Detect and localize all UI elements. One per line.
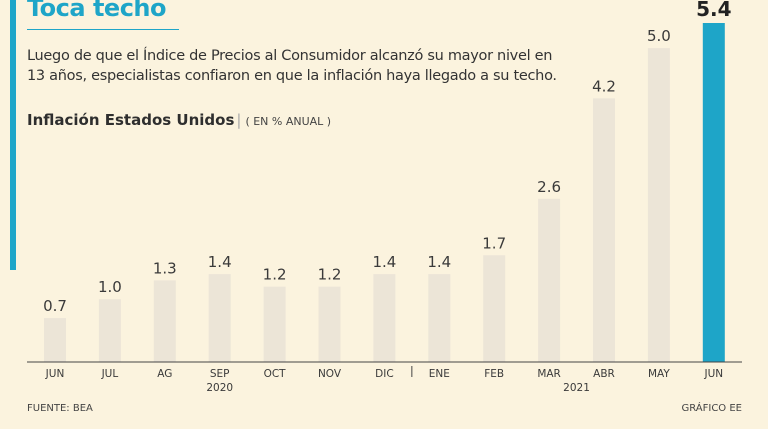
chart-unit-label: ( EN % ANUAL ) xyxy=(245,115,332,128)
title-separator: | xyxy=(236,111,242,129)
bar-value-label: 5.0 xyxy=(647,27,671,45)
bar xyxy=(208,274,231,362)
chart-title: Inflación Estados Unidos |( EN % ANUAL ) xyxy=(27,111,331,129)
year-label: 2020 xyxy=(206,382,233,394)
bar xyxy=(263,286,286,362)
page-title: Toca techo xyxy=(27,0,167,22)
x-tick-label: NOV xyxy=(318,368,342,380)
bar-value-label: 1.0 xyxy=(98,278,122,296)
bar-value-label: 1.2 xyxy=(318,266,342,284)
bar xyxy=(593,98,615,362)
bar-value-label: 1.4 xyxy=(427,253,451,271)
x-tick-label: OCT xyxy=(264,368,287,380)
bar-value-label: 1.3 xyxy=(153,259,177,277)
bar xyxy=(98,299,121,362)
bar-value-label: 1.7 xyxy=(482,234,506,252)
bar xyxy=(647,48,670,362)
credit-note: GRÁFICO EE xyxy=(681,403,742,414)
x-tick-label: FEB xyxy=(484,368,504,380)
year-label: 2021 xyxy=(563,382,590,394)
x-tick-label: AG xyxy=(157,368,172,380)
bar xyxy=(428,274,451,362)
x-tick-label: JUL xyxy=(101,368,119,380)
bar xyxy=(44,318,66,362)
bar xyxy=(538,198,561,362)
title-underline xyxy=(27,29,179,30)
bar xyxy=(373,274,396,362)
bar-value-label: 2.6 xyxy=(537,178,561,196)
bar-value-label: 1.4 xyxy=(208,253,232,271)
bar-value-label: 0.7 xyxy=(43,297,67,315)
bar-value-label: 5.4 xyxy=(696,0,731,21)
bar-value-label: 1.2 xyxy=(263,266,287,284)
x-tick-label: MAR xyxy=(537,368,561,380)
accent-bar xyxy=(10,0,16,270)
bar xyxy=(483,255,506,362)
x-tick-label: JUN xyxy=(703,368,723,380)
x-tick-label: ENE xyxy=(429,368,450,380)
x-tick-label: SEP xyxy=(210,368,230,380)
subtitle: Luego de que el Índice de Precios al Con… xyxy=(27,48,557,84)
bar xyxy=(318,286,341,362)
bar xyxy=(153,280,176,362)
x-tick-label: ABR xyxy=(593,368,615,380)
source-note: FUENTE: BEA xyxy=(27,403,93,414)
bar-value-label: 4.2 xyxy=(592,77,616,95)
bar-value-label: 1.4 xyxy=(372,253,396,271)
x-tick-label: JUN xyxy=(45,368,65,380)
bar-highlight xyxy=(702,23,725,362)
chart-title-text: Inflación Estados Unidos xyxy=(27,111,235,129)
x-tick-label: MAY xyxy=(648,368,670,380)
x-tick-label: DIC xyxy=(375,368,394,380)
